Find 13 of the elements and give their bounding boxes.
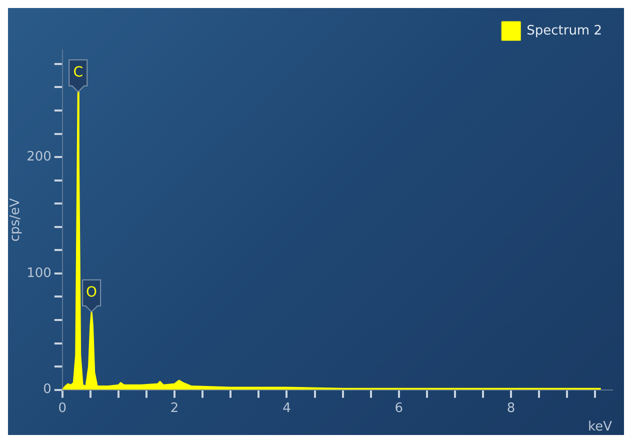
y-tick-label: 100 [26,266,52,281]
annotation: O [86,284,98,300]
y-axis-title: cps/eV [8,198,24,242]
x-tick-label: 6 [394,400,404,416]
x-tick-label: 2 [170,400,179,416]
y-tick-label: 0 [43,382,52,398]
y-tick-label: 200 [26,149,52,164]
x-tick-label: 4 [282,400,291,416]
x-tick-label: 0 [58,400,67,416]
legend-label: Spectrum 2 [526,23,602,38]
x-tick-label: 8 [506,400,516,416]
annotation: C [73,64,84,81]
x-axis-title: keV [588,420,612,435]
